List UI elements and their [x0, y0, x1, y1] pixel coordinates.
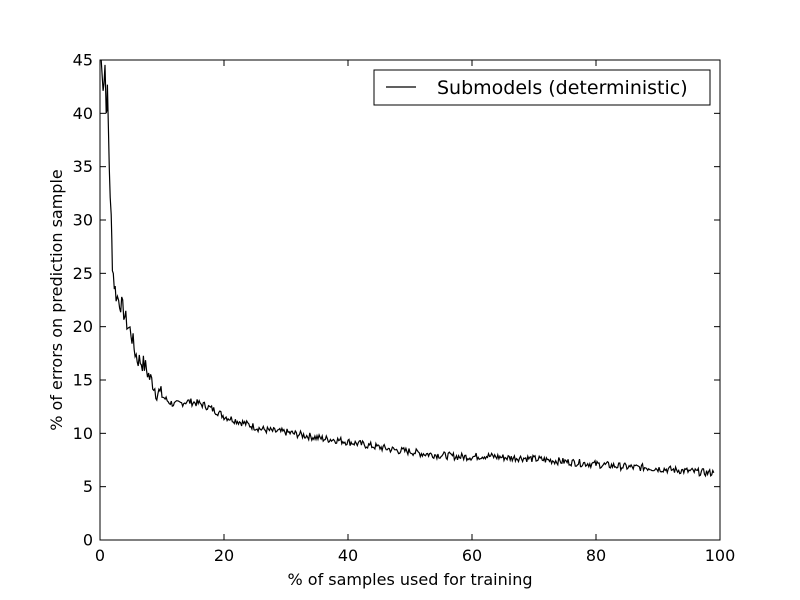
y-tick-label: 30 [73, 211, 93, 230]
x-axis-label: % of samples used for training [287, 570, 532, 589]
series-line-submodels [100, 59, 715, 478]
plot-area [99, 59, 721, 541]
x-tick-label: 100 [705, 546, 736, 565]
y-tick-label: 20 [73, 317, 93, 336]
y-tick-label: 25 [73, 264, 93, 283]
y-tick-label: 45 [73, 51, 93, 70]
x-tick-label: 60 [462, 546, 482, 565]
legend: Submodels (deterministic) [373, 69, 711, 106]
y-tick-label: 10 [73, 424, 93, 443]
y-tick-label: 15 [73, 371, 93, 390]
x-axis: 0 20 40 60 80 100 [95, 60, 735, 565]
plot-frame [99, 59, 721, 541]
x-tick-label: 80 [586, 546, 606, 565]
x-tick-label: 20 [214, 546, 234, 565]
y-tick-label: 40 [73, 104, 93, 123]
x-tick-label: 40 [338, 546, 358, 565]
y-axis-label: % of errors on prediction sample [47, 169, 66, 431]
y-tick-label: 0 [83, 531, 93, 550]
y-tick-label: 5 [83, 477, 93, 496]
legend-label: Submodels (deterministic) [437, 77, 688, 99]
x-tick-label: 0 [95, 546, 105, 565]
y-axis: 0 5 10 15 20 25 30 35 40 45 [73, 51, 720, 550]
legend-box [373, 69, 711, 106]
y-tick-label: 35 [73, 157, 93, 176]
